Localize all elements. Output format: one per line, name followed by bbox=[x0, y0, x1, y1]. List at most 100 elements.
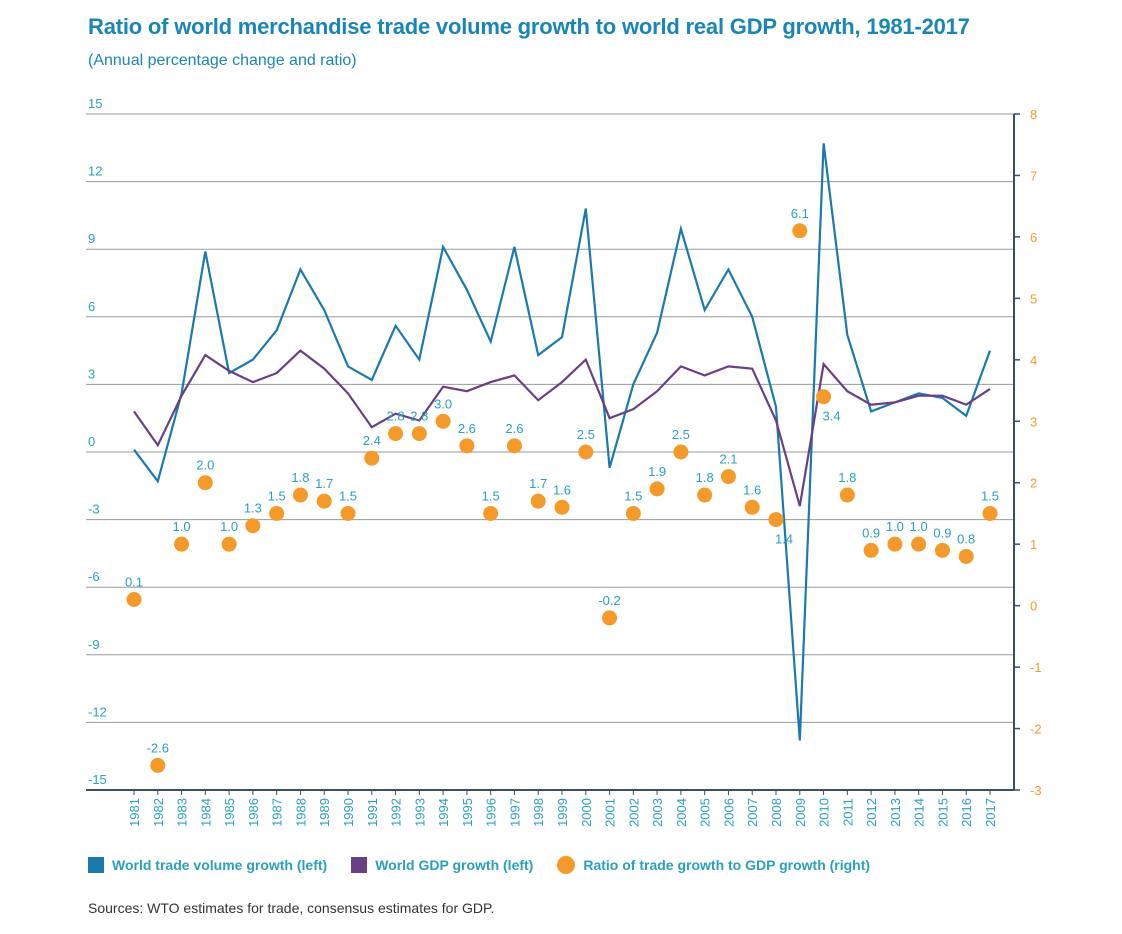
ratio-data-label: 2.5 bbox=[672, 427, 690, 442]
ratio-dot bbox=[934, 542, 950, 558]
x-tick-label: 1984 bbox=[198, 798, 213, 827]
ratio-dot bbox=[388, 426, 404, 442]
x-tick-label: 1982 bbox=[151, 798, 166, 827]
ratio-data-label: 1.4 bbox=[775, 532, 793, 547]
y-right-tick-label: 3 bbox=[1030, 414, 1037, 429]
y-left-tick-label: -3 bbox=[88, 502, 100, 517]
legend-item-trade: World trade volume growth (left) bbox=[88, 857, 327, 873]
x-tick-label: 2007 bbox=[745, 798, 760, 827]
legend-label-trade: World trade volume growth (left) bbox=[112, 857, 328, 873]
series-line-trade bbox=[133, 143, 992, 741]
x-tick-label: 1996 bbox=[484, 798, 499, 827]
ratio-dot bbox=[792, 223, 808, 239]
series-line-gdp bbox=[133, 349, 991, 507]
ratio-data-label: 1.5 bbox=[339, 488, 357, 503]
ratio-data-label: 1.5 bbox=[981, 488, 999, 503]
y-left-tick-label: 3 bbox=[88, 366, 95, 381]
ratio-dot bbox=[126, 591, 142, 607]
x-tick-label: 1992 bbox=[389, 798, 404, 827]
ratio-dot bbox=[958, 548, 974, 564]
y-left-tick-label: -6 bbox=[88, 569, 100, 584]
ratio-data-label: 1.9 bbox=[648, 464, 666, 479]
x-tick-label: 2001 bbox=[603, 798, 618, 827]
x-tick-label: 1997 bbox=[507, 798, 522, 827]
ratio-data-label: 1.5 bbox=[624, 488, 642, 503]
x-tick-label: 1981 bbox=[127, 798, 142, 827]
ratio-data-label: 0.8 bbox=[957, 531, 975, 546]
legend-item-ratio: Ratio of trade growth to GDP growth (rig… bbox=[557, 856, 870, 874]
x-tick-label: 2005 bbox=[698, 798, 713, 827]
ratio-dot bbox=[554, 499, 570, 515]
ratio-data-label: 1.8 bbox=[291, 470, 309, 485]
y-right-tick-label: 6 bbox=[1030, 230, 1037, 245]
ratio-dot bbox=[625, 505, 641, 521]
x-tick-label: 1993 bbox=[412, 798, 427, 827]
x-tick-label: 2016 bbox=[959, 798, 974, 827]
y-left-tick-label: -12 bbox=[88, 704, 107, 719]
x-tick-label: 2004 bbox=[674, 798, 689, 827]
ratio-dot bbox=[530, 493, 546, 509]
ratio-data-label: -2.6 bbox=[147, 740, 169, 755]
x-tick-label: 2008 bbox=[769, 798, 784, 827]
ratio-dot bbox=[269, 505, 285, 521]
y-right-tick-label: 8 bbox=[1030, 107, 1037, 122]
y-left-tick-label: 0 bbox=[88, 434, 95, 449]
legend-label-ratio: Ratio of trade growth to GDP growth (rig… bbox=[583, 857, 871, 873]
ratio-dot bbox=[245, 518, 261, 534]
ratio-dot bbox=[411, 426, 427, 442]
ratio-dot bbox=[602, 610, 618, 626]
y-right-tick-label: -3 bbox=[1030, 783, 1042, 798]
y-right-tick-label: 7 bbox=[1030, 168, 1037, 183]
x-tick-label: 2009 bbox=[793, 798, 808, 827]
ratio-dot bbox=[982, 505, 998, 521]
x-tick-label: 1998 bbox=[531, 798, 546, 827]
ratio-dot bbox=[340, 505, 356, 521]
x-tick-label: 1987 bbox=[270, 798, 285, 827]
ratio-data-label: 0.1 bbox=[125, 574, 143, 589]
ratio-data-label: 2.5 bbox=[577, 427, 595, 442]
ratio-dot bbox=[768, 512, 784, 528]
y-left-tick-label: 9 bbox=[88, 231, 95, 246]
ratio-dot bbox=[197, 475, 213, 491]
x-tick-label: 2000 bbox=[579, 798, 594, 827]
ratio-dot bbox=[459, 438, 475, 454]
ratio-data-label: 1.8 bbox=[838, 470, 856, 485]
ratio-data-label: 1.0 bbox=[886, 519, 904, 534]
x-tick-label: 1983 bbox=[175, 798, 190, 827]
source-note: Sources: WTO estimates for trade, consen… bbox=[88, 900, 495, 916]
ratio-dot bbox=[911, 536, 927, 552]
ratio-dot bbox=[697, 487, 713, 503]
x-tick-label: 2015 bbox=[935, 798, 950, 827]
ratio-data-label: 1.3 bbox=[244, 501, 262, 516]
ratio-data-label: 2.8 bbox=[387, 409, 405, 424]
x-tick-label: 1989 bbox=[317, 798, 332, 827]
y-right-tick-label: -2 bbox=[1030, 722, 1042, 737]
ratio-dot bbox=[720, 469, 736, 485]
ratio-dot bbox=[292, 487, 308, 503]
y-left-tick-label: -15 bbox=[88, 772, 107, 787]
x-tick-label: 1988 bbox=[293, 798, 308, 827]
ratio-data-label: 6.1 bbox=[791, 206, 809, 221]
ratio-data-label: 0.9 bbox=[862, 525, 880, 540]
ratio-dot bbox=[150, 757, 166, 773]
legend-label-gdp: World GDP growth (left) bbox=[375, 857, 534, 873]
ratio-data-label: 0.9 bbox=[933, 525, 951, 540]
ratio-dot bbox=[863, 542, 879, 558]
legend-swatch-trade bbox=[88, 857, 104, 873]
x-tick-label: 2003 bbox=[650, 798, 665, 827]
x-tick-label: 1999 bbox=[555, 798, 570, 827]
chart-subtitle: (Annual percentage change and ratio) bbox=[88, 52, 357, 69]
ratio-dot bbox=[174, 536, 190, 552]
ratio-dot bbox=[578, 444, 594, 460]
x-tick-label: 2014 bbox=[912, 798, 927, 827]
y-right-tick-label: 4 bbox=[1030, 353, 1037, 368]
y-right-tick-label: 1 bbox=[1030, 537, 1037, 552]
ratio-dot bbox=[816, 389, 832, 405]
ratio-data-label: 1.0 bbox=[910, 519, 928, 534]
x-tick-label: 2002 bbox=[626, 798, 641, 827]
ratio-data-label: 2.1 bbox=[719, 452, 737, 467]
x-tick-label: 1986 bbox=[246, 798, 261, 827]
ratio-dot bbox=[316, 493, 332, 509]
ratio-dot bbox=[887, 536, 903, 552]
